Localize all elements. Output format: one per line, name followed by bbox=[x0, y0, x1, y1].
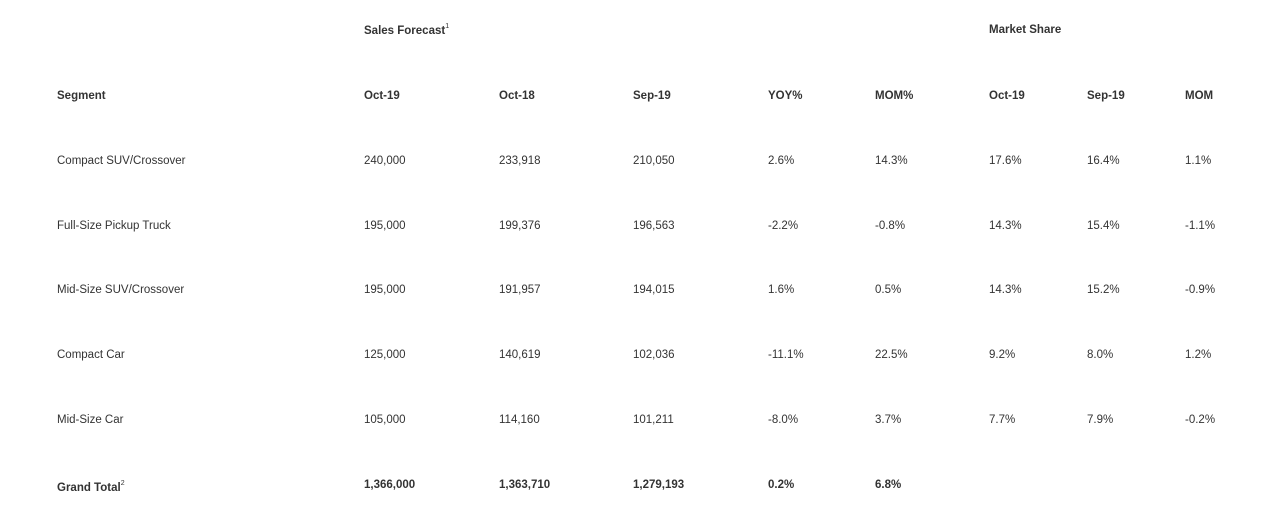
share-sep-19-cell: 15.2% bbox=[1087, 284, 1120, 296]
share-mom-cell: -0.9% bbox=[1185, 284, 1216, 296]
mom-pct-cell: 14.3% bbox=[875, 155, 908, 167]
share-oct-19-cell: 17.6% bbox=[989, 155, 1022, 167]
grand-total-row: Grand Total2 1,366,000 1,363,710 1,279,1… bbox=[0, 475, 1280, 495]
forecast-oct-19-cell: 125,000 bbox=[364, 349, 406, 361]
forecast-oct-19-cell: 240,000 bbox=[364, 155, 406, 167]
col-header-share-sep-19: Sep-19 bbox=[1087, 90, 1125, 102]
segment-cell: Compact SUV/Crossover bbox=[57, 155, 186, 167]
forecast-oct-19-cell: 105,000 bbox=[364, 414, 406, 426]
total-forecast-sep-19: 1,279,193 bbox=[633, 479, 685, 491]
share-mom-cell: -1.1% bbox=[1185, 220, 1216, 232]
share-mom-cell: 1.2% bbox=[1185, 349, 1212, 361]
grand-total-label: Grand Total2 bbox=[57, 480, 125, 494]
mom-pct-cell: 0.5% bbox=[875, 284, 902, 296]
yoy-cell: 1.6% bbox=[768, 284, 795, 296]
forecast-oct-19-cell: 195,000 bbox=[364, 284, 406, 296]
col-header-forecast-sep-19: Sep-19 bbox=[633, 90, 671, 102]
table-row: Full-Size Pickup Truck 195,000 199,376 1… bbox=[0, 216, 1280, 236]
segment-cell: Mid-Size Car bbox=[57, 414, 124, 426]
share-oct-19-cell: 9.2% bbox=[989, 349, 1016, 361]
table-row: Compact SUV/Crossover 240,000 233,918 21… bbox=[0, 151, 1280, 171]
col-header-share-mom: MOM bbox=[1185, 90, 1214, 102]
share-oct-19-cell: 14.3% bbox=[989, 284, 1022, 296]
table-row: Mid-Size Car 105,000 114,160 101,211 -8.… bbox=[0, 410, 1280, 430]
table-row: Compact Car 125,000 140,619 102,036 -11.… bbox=[0, 345, 1280, 365]
col-header-share-oct-19: Oct-19 bbox=[989, 90, 1025, 102]
mom-pct-cell: -0.8% bbox=[875, 220, 906, 232]
forecast-oct-18-cell: 114,160 bbox=[499, 414, 540, 426]
forecast-oct-18-cell: 199,376 bbox=[499, 220, 541, 232]
col-header-segment: Segment bbox=[57, 90, 106, 102]
yoy-cell: 2.6% bbox=[768, 155, 795, 167]
forecast-oct-19-cell: 195,000 bbox=[364, 220, 406, 232]
segment-cell: Compact Car bbox=[57, 349, 125, 361]
share-sep-19-cell: 15.4% bbox=[1087, 220, 1120, 232]
segment-cell: Full-Size Pickup Truck bbox=[57, 220, 171, 232]
col-header-mom-pct: MOM% bbox=[875, 90, 914, 102]
mom-pct-cell: 22.5% bbox=[875, 349, 908, 361]
forecast-sep-19-cell: 101,211 bbox=[633, 414, 674, 426]
col-header-forecast-oct-18: Oct-18 bbox=[499, 90, 535, 102]
forecast-oct-18-cell: 140,619 bbox=[499, 349, 541, 361]
yoy-cell: -11.1% bbox=[768, 349, 804, 361]
total-forecast-oct-19: 1,366,000 bbox=[364, 479, 416, 491]
share-sep-19-cell: 8.0% bbox=[1087, 349, 1114, 361]
yoy-cell: -8.0% bbox=[768, 414, 799, 426]
share-oct-19-cell: 14.3% bbox=[989, 220, 1022, 232]
table-row: Mid-Size SUV/Crossover 195,000 191,957 1… bbox=[0, 280, 1280, 300]
col-header-yoy: YOY% bbox=[768, 90, 803, 102]
sales-forecast-header: Sales Forecast1 bbox=[364, 23, 450, 37]
mom-pct-cell: 3.7% bbox=[875, 414, 902, 426]
forecast-oct-18-cell: 233,918 bbox=[499, 155, 541, 167]
total-mom-pct: 6.8% bbox=[875, 479, 902, 491]
forecast-sep-19-cell: 196,563 bbox=[633, 220, 675, 232]
yoy-cell: -2.2% bbox=[768, 220, 799, 232]
share-sep-19-cell: 16.4% bbox=[1087, 155, 1120, 167]
share-mom-cell: 1.1% bbox=[1185, 155, 1212, 167]
total-yoy: 0.2% bbox=[768, 479, 795, 491]
forecast-sep-19-cell: 210,050 bbox=[633, 155, 675, 167]
forecast-oct-18-cell: 191,957 bbox=[499, 284, 541, 296]
forecast-sep-19-cell: 102,036 bbox=[633, 349, 675, 361]
share-sep-19-cell: 7.9% bbox=[1087, 414, 1114, 426]
market-share-header: Market Share bbox=[989, 24, 1062, 36]
share-mom-cell: -0.2% bbox=[1185, 414, 1216, 426]
total-forecast-oct-18: 1,363,710 bbox=[499, 479, 551, 491]
forecast-sep-19-cell: 194,015 bbox=[633, 284, 675, 296]
segment-cell: Mid-Size SUV/Crossover bbox=[57, 284, 185, 296]
table-header-row: Segment Oct-19 Oct-18 Sep-19 YOY% MOM% O… bbox=[0, 86, 1280, 106]
col-header-forecast-oct-19: Oct-19 bbox=[364, 90, 400, 102]
share-oct-19-cell: 7.7% bbox=[989, 414, 1016, 426]
